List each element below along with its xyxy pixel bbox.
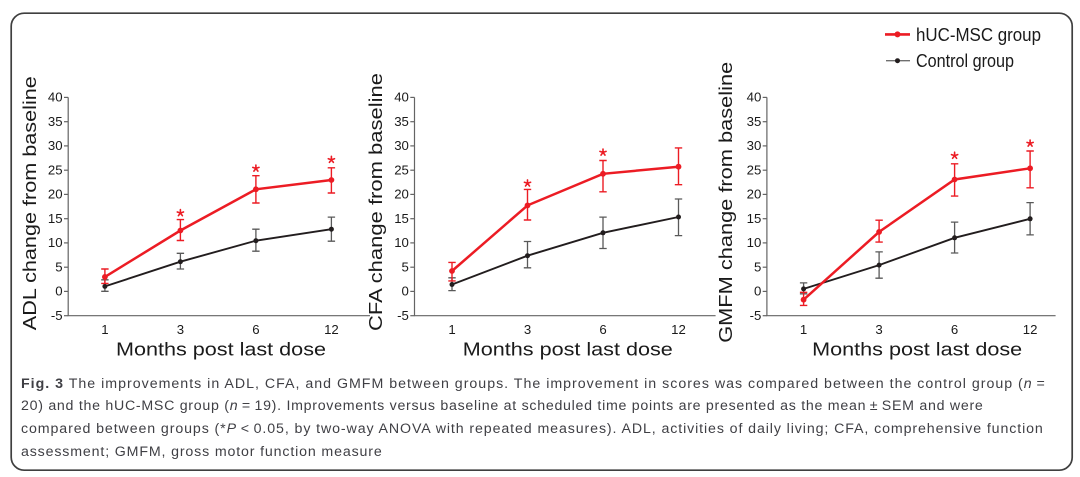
svg-text:3: 3: [524, 322, 531, 337]
svg-text:ADL change from baseline: ADL change from baseline: [19, 76, 40, 330]
svg-text:Months post last dose: Months post last dose: [463, 338, 673, 359]
svg-text:-5: -5: [750, 308, 762, 323]
svg-text:10: 10: [394, 235, 409, 250]
svg-text:GMFM change from baseline: GMFM change from baseline: [715, 62, 736, 343]
svg-text:0: 0: [754, 284, 761, 299]
svg-text:5: 5: [402, 260, 409, 275]
svg-text:40: 40: [747, 90, 762, 105]
svg-text:12: 12: [324, 322, 339, 337]
svg-text:40: 40: [48, 90, 63, 105]
svg-text:hUC-MSC group: hUC-MSC group: [916, 25, 1041, 45]
svg-text:12: 12: [1023, 322, 1038, 337]
svg-text:25: 25: [48, 163, 63, 178]
svg-text:25: 25: [747, 163, 762, 178]
svg-text:6: 6: [599, 322, 606, 337]
svg-text:0: 0: [55, 284, 62, 299]
svg-text:15: 15: [48, 211, 63, 226]
svg-text:20: 20: [394, 187, 409, 202]
svg-text:6: 6: [252, 322, 259, 337]
svg-text:5: 5: [754, 260, 761, 275]
svg-text:15: 15: [394, 211, 409, 226]
svg-text:6: 6: [951, 322, 958, 337]
svg-text:3: 3: [177, 322, 184, 337]
svg-text:10: 10: [747, 235, 762, 250]
svg-text:10: 10: [48, 235, 63, 250]
svg-text:CFA change from baseline: CFA change from baseline: [365, 73, 386, 331]
svg-text:1: 1: [800, 322, 807, 337]
svg-text:-5: -5: [397, 308, 409, 323]
svg-text:5: 5: [55, 260, 62, 275]
svg-text:-5: -5: [51, 308, 63, 323]
svg-text:30: 30: [394, 138, 409, 153]
svg-text:20: 20: [48, 187, 63, 202]
svg-text:12: 12: [671, 322, 686, 337]
svg-text:35: 35: [747, 114, 762, 129]
svg-text:30: 30: [48, 138, 63, 153]
svg-text:0: 0: [402, 284, 409, 299]
svg-text:35: 35: [48, 114, 63, 129]
svg-text:Months post last dose: Months post last dose: [116, 338, 326, 359]
svg-text:40: 40: [394, 90, 409, 105]
svg-text:30: 30: [747, 138, 762, 153]
svg-text:1: 1: [101, 322, 108, 337]
svg-text:Months post last dose: Months post last dose: [812, 338, 1022, 359]
svg-text:1: 1: [448, 322, 455, 337]
svg-text:25: 25: [394, 163, 409, 178]
svg-text:3: 3: [875, 322, 882, 337]
svg-text:35: 35: [394, 114, 409, 129]
svg-text:20: 20: [747, 187, 762, 202]
svg-text:Control group: Control group: [916, 51, 1014, 71]
svg-text:15: 15: [747, 211, 762, 226]
